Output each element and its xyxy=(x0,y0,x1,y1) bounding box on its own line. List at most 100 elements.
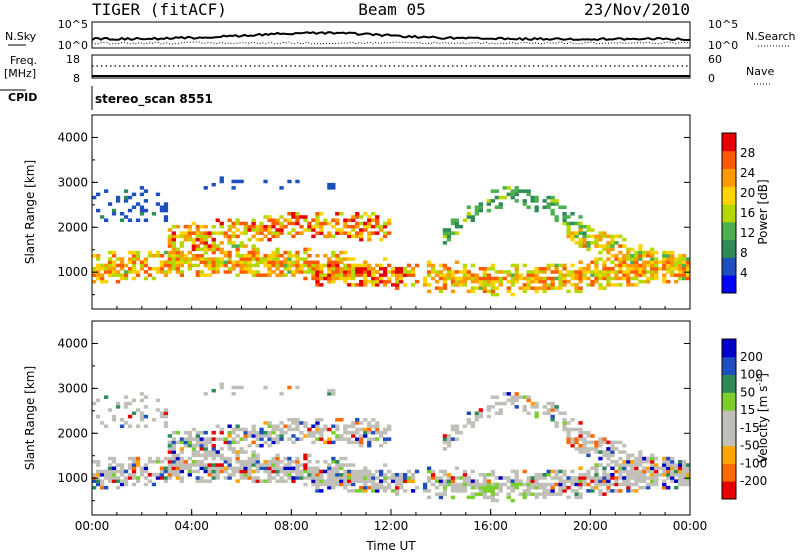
velocity-cell xyxy=(538,473,543,477)
velocity-cell xyxy=(422,489,428,493)
power-cell xyxy=(403,270,408,274)
cpid-label: CPID xyxy=(8,91,37,104)
velocity-cell xyxy=(614,479,619,483)
power-cell xyxy=(546,267,551,271)
velocity-cell xyxy=(347,479,352,483)
power-cell xyxy=(514,270,519,274)
power-cell xyxy=(674,263,679,268)
velocity-cell xyxy=(263,440,268,445)
power-cell xyxy=(642,279,647,284)
power-cell xyxy=(267,231,272,235)
velocity-cell xyxy=(578,437,583,441)
velocity-cell xyxy=(359,443,364,448)
power-cell xyxy=(267,237,272,242)
power-cell xyxy=(602,273,607,277)
power-cell xyxy=(159,263,165,268)
velocity-cell xyxy=(622,469,627,474)
velocity-cell xyxy=(359,440,364,445)
velocity-cell xyxy=(558,489,563,493)
power-cell xyxy=(195,263,200,268)
power-cell xyxy=(199,237,204,242)
power-cell xyxy=(279,231,284,235)
power-cell xyxy=(594,257,599,261)
power-cell xyxy=(578,270,583,274)
velocity-cell xyxy=(490,485,495,490)
velocity-cell xyxy=(327,473,332,477)
power-cell xyxy=(104,279,109,284)
power-cell xyxy=(239,179,244,184)
power-cell xyxy=(486,289,491,294)
power-cell xyxy=(686,267,691,271)
velocity-cell xyxy=(450,476,456,480)
velocity-cell xyxy=(175,469,180,474)
velocity-cell xyxy=(666,460,671,464)
power-cell xyxy=(335,273,340,277)
power-cell xyxy=(359,221,364,226)
power-cell xyxy=(550,212,555,216)
power-cell xyxy=(275,260,280,265)
velocity-cell xyxy=(291,418,296,422)
power-cell xyxy=(227,228,232,232)
power-cell xyxy=(119,263,125,268)
velocity-cell xyxy=(578,430,583,435)
velocity-cell xyxy=(598,463,603,467)
y-tick-label: 1000 xyxy=(57,471,88,485)
power-cell xyxy=(187,224,192,229)
power-cell xyxy=(163,263,169,268)
power-cell xyxy=(179,244,184,248)
power-cell xyxy=(251,250,256,255)
velocity-cell xyxy=(618,473,623,477)
colorbar-swatch xyxy=(722,356,736,375)
velocity-cell xyxy=(315,460,320,464)
power-cell xyxy=(235,228,240,232)
power-cell xyxy=(558,283,563,287)
velocity-cell xyxy=(159,473,165,477)
power-cell xyxy=(442,228,448,232)
velocity-cell xyxy=(638,476,643,480)
power-cell xyxy=(279,186,284,190)
velocity-cell xyxy=(470,421,475,425)
velocity-cell xyxy=(450,427,456,432)
velocity-cell xyxy=(562,411,567,416)
velocity-cell xyxy=(191,453,196,458)
power-cell xyxy=(255,237,260,242)
velocity-cell xyxy=(470,485,475,490)
velocity-cell xyxy=(315,482,320,487)
velocity-cell xyxy=(442,492,448,496)
power-cell xyxy=(466,270,471,274)
power-cell xyxy=(391,273,396,277)
velocity-cell xyxy=(147,473,153,477)
velocity-cell xyxy=(462,479,468,483)
velocity-cell xyxy=(115,469,121,474)
power-cell xyxy=(582,276,587,281)
date-title: 23/Nov/2010 xyxy=(584,0,690,19)
power-cell xyxy=(279,263,284,268)
velocity-cell xyxy=(626,479,631,483)
power-cell xyxy=(634,254,639,258)
power-cell xyxy=(199,270,204,274)
power-cell xyxy=(307,221,312,226)
velocity-cell xyxy=(574,437,579,441)
power-cell xyxy=(175,257,180,261)
velocity-cell xyxy=(283,430,288,435)
velocity-cell xyxy=(327,388,332,393)
power-cell xyxy=(375,270,380,274)
velocity-cell xyxy=(414,469,420,474)
power-cell xyxy=(618,234,623,239)
power-cell xyxy=(299,231,304,235)
power-cell xyxy=(682,273,687,277)
power-cell xyxy=(430,267,436,271)
power-cell xyxy=(510,276,515,281)
power-cell xyxy=(530,270,535,274)
velocity-cell xyxy=(311,440,316,445)
velocity-cell xyxy=(283,463,288,467)
velocity-cell xyxy=(199,453,204,458)
power-cell xyxy=(379,279,384,284)
power-cell xyxy=(642,250,647,255)
velocity-cell xyxy=(518,482,523,487)
velocity-cell xyxy=(175,473,180,477)
velocity-cell xyxy=(339,418,344,422)
velocity-cell xyxy=(554,405,559,409)
velocity-cell xyxy=(147,479,153,483)
power-cell xyxy=(179,260,184,265)
